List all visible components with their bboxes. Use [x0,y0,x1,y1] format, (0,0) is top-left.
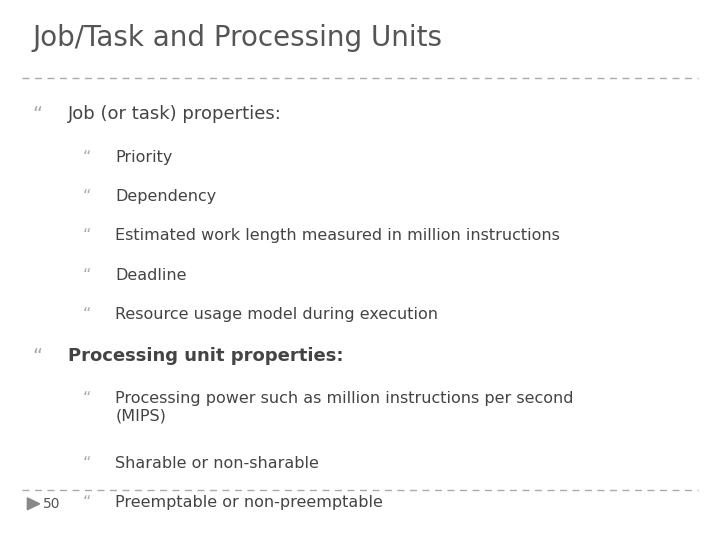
Text: “: “ [83,150,91,165]
Text: “: “ [83,268,91,283]
Text: “: “ [83,495,91,510]
Text: Estimated work length measured in million instructions: Estimated work length measured in millio… [115,228,560,244]
Text: Sharable or non-sharable: Sharable or non-sharable [115,456,319,471]
Text: Deadline: Deadline [115,268,186,283]
Text: Job (or task) properties:: Job (or task) properties: [68,105,282,123]
Text: Processing power such as million instructions per second
(MIPS): Processing power such as million instruc… [115,391,574,423]
Text: “: “ [32,347,42,366]
Text: 50: 50 [43,497,60,511]
Text: Resource usage model during execution: Resource usage model during execution [115,307,438,322]
Text: Dependency: Dependency [115,189,217,204]
Text: Processing unit properties:: Processing unit properties: [68,347,344,364]
Text: “: “ [83,391,91,406]
Text: Priority: Priority [115,150,173,165]
Text: “: “ [83,456,91,471]
Text: “: “ [83,228,91,244]
Text: Preemptable or non-preemptable: Preemptable or non-preemptable [115,495,383,510]
Polygon shape [27,498,40,510]
Text: “: “ [83,189,91,204]
Text: Job/Task and Processing Units: Job/Task and Processing Units [32,24,442,52]
Text: “: “ [83,307,91,322]
Text: “: “ [32,105,42,124]
